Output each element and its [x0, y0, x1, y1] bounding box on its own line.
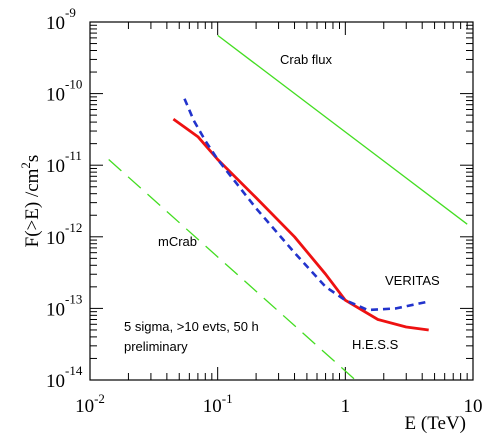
plot-frame	[89, 21, 474, 381]
x-tick-label-2: 1	[341, 396, 351, 417]
y-tick-label-1: 10-10	[46, 77, 82, 106]
series-line-h-e-s-s	[172, 117, 429, 332]
y-axis-title-suffix: s	[22, 155, 43, 162]
x-axis-title: E (TeV)	[405, 413, 466, 434]
annotation-note-preliminary: preliminary	[124, 339, 188, 354]
series-layer	[108, 34, 468, 381]
series-line-veritas	[183, 98, 429, 312]
y-axis-title-main: F(>E) /cm	[22, 168, 43, 247]
y-tick-label-5: 10-14	[46, 363, 83, 392]
y-axis-title-sup: 2	[18, 162, 33, 169]
annotation-mcrab: mCrab	[158, 234, 197, 249]
x-tick-label-3: 10	[464, 396, 482, 417]
annotation-crab-flux: Crab flux	[280, 52, 333, 67]
y-tick-label-2: 10-11	[46, 148, 82, 177]
annotation-veritas: VERITAS	[385, 273, 440, 288]
y-tick-label-3: 10-12	[46, 220, 82, 249]
x-tick-label-0: 10-2	[75, 391, 105, 417]
annotation-hess: H.E.S.S	[352, 337, 399, 352]
y-tick-label-4: 10-13	[46, 291, 82, 320]
y-tick-label-0: 10-9	[46, 5, 76, 34]
axis-ticks	[89, 22, 473, 381]
series-line-crab-flux	[217, 34, 468, 225]
x-tick-label-1: 10-1	[203, 391, 233, 417]
series-line-mcrab	[108, 159, 356, 381]
y-axis-title: F(>E) /cm2s	[18, 155, 43, 248]
annotation-note-sensitivity: 5 sigma, >10 evts, 50 h	[124, 319, 259, 334]
